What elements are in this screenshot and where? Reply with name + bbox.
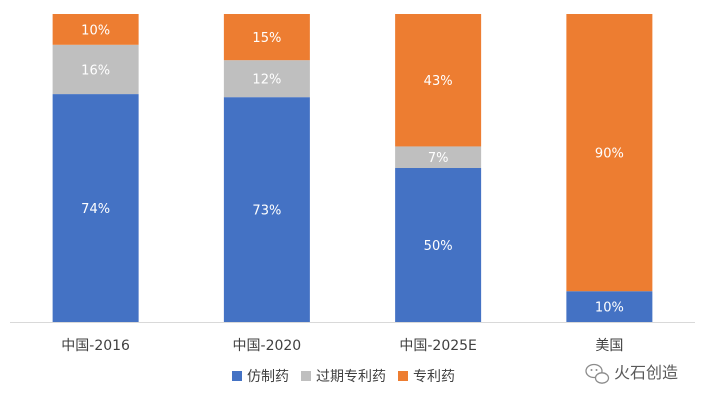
category-label: 中国-2020 bbox=[233, 338, 302, 354]
category-label: 中国-2025E bbox=[399, 338, 477, 354]
bar-segment bbox=[223, 97, 310, 322]
legend-swatch bbox=[398, 371, 408, 381]
data-label: 12% bbox=[252, 73, 281, 88]
bars-group: 74% 16% 10% 73% 12% 15% 50% 7% 43% 10% 90% bbox=[52, 14, 653, 322]
bar-segment bbox=[223, 14, 310, 61]
data-label: 16% bbox=[81, 63, 110, 78]
data-label: 7% bbox=[428, 151, 449, 166]
legend-label: 过期专利药 bbox=[316, 369, 386, 385]
legend-label: 仿制药 bbox=[247, 369, 289, 385]
bar-segment bbox=[52, 94, 139, 322]
legend-label: 专利药 bbox=[413, 369, 455, 385]
data-label: 73% bbox=[252, 204, 281, 219]
bar-segment bbox=[52, 44, 139, 95]
data-label: 90% bbox=[595, 147, 624, 162]
category-labels: 中国-2016 中国-2020 中国-2025E 美国 bbox=[61, 338, 623, 354]
data-label: 10% bbox=[81, 23, 110, 38]
bar-segment bbox=[395, 146, 482, 168]
bar-segment bbox=[52, 14, 139, 45]
bar-segment bbox=[566, 14, 653, 292]
bar-segment bbox=[566, 291, 653, 322]
watermark: 火石创造 bbox=[585, 363, 678, 384]
legend-swatch bbox=[232, 371, 242, 381]
bar-segment bbox=[395, 14, 482, 147]
data-label: 10% bbox=[595, 301, 624, 316]
bar-segment bbox=[395, 168, 482, 322]
bar-segment bbox=[223, 60, 310, 98]
watermark-text: 火石创造 bbox=[614, 363, 678, 382]
category-label: 中国-2016 bbox=[61, 338, 130, 354]
data-label: 43% bbox=[424, 74, 453, 89]
legend: 仿制药 过期专利药 专利药 bbox=[232, 369, 455, 385]
data-label: 50% bbox=[424, 239, 453, 254]
legend-swatch bbox=[301, 371, 311, 381]
wechat-icon bbox=[585, 363, 610, 384]
data-label: 74% bbox=[81, 202, 110, 217]
category-label: 美国 bbox=[595, 338, 623, 354]
data-label: 15% bbox=[252, 31, 281, 46]
